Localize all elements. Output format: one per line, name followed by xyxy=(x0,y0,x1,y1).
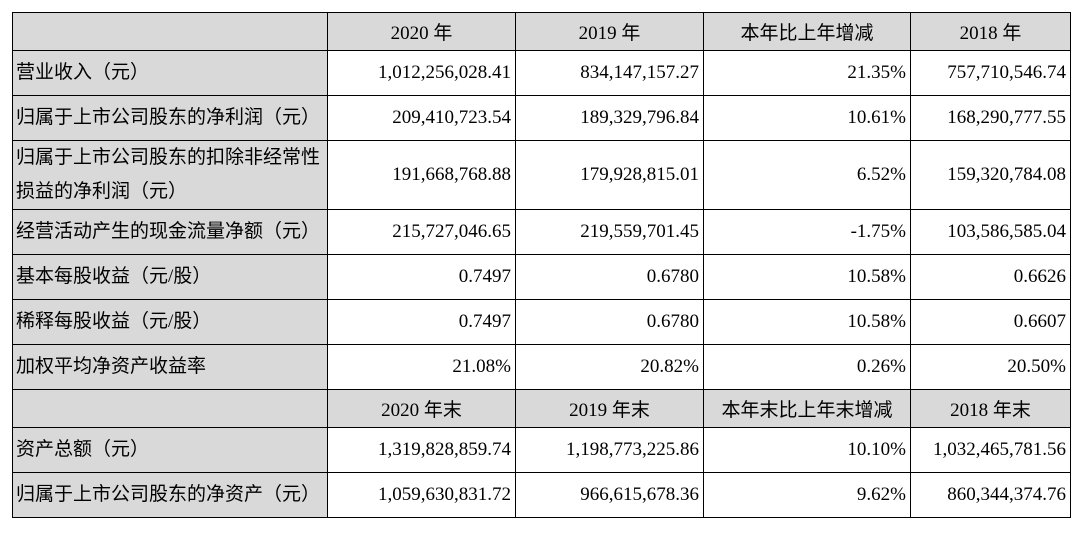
row-label: 加权平均净资产收益率 xyxy=(12,344,328,390)
data-row: 归属于上市公司股东的净利润（元） 209,410,723.54 189,329,79… xyxy=(12,95,1071,141)
value-cell: 1,012,256,028.41 xyxy=(327,50,516,96)
value-cell: 0.7497 xyxy=(327,254,516,300)
value-cell: 168,290,777.55 xyxy=(910,95,1071,141)
column-header: 2018 年末 xyxy=(910,389,1071,428)
value-cell: 191,668,768.88 xyxy=(327,140,516,210)
value-cell: 20.82% xyxy=(515,344,704,390)
value-cell: 1,059,630,831.72 xyxy=(327,472,516,518)
value-cell: 1,198,773,225.86 xyxy=(515,427,704,473)
value-cell: 966,615,678.36 xyxy=(515,472,704,518)
row-label: 归属于上市公司股东的净利润（元） xyxy=(12,95,328,141)
column-header: 2020 年 xyxy=(327,12,516,51)
value-cell: 215,727,046.65 xyxy=(327,209,516,255)
value-cell: 10.10% xyxy=(703,427,911,473)
column-header: 2020 年末 xyxy=(327,389,516,428)
value-cell: 10.58% xyxy=(703,254,911,300)
value-cell: 159,320,784.08 xyxy=(910,140,1071,210)
data-row: 归属于上市公司股东的净资产（元） 1,059,630,831.72 966,615,… xyxy=(12,472,1071,518)
corner-cell xyxy=(12,12,328,51)
column-header: 2019 年末 xyxy=(515,389,704,428)
row-label: 营业收入（元） xyxy=(12,50,328,96)
data-row: 加权平均净资产收益率 21.08% 20.82% 0.26% 20.50% xyxy=(12,344,1071,390)
value-cell: 179,928,815.01 xyxy=(515,140,704,210)
value-cell: 860,344,374.76 xyxy=(910,472,1071,518)
value-cell: 0.7497 xyxy=(327,299,516,345)
value-cell: 21.35% xyxy=(703,50,911,96)
value-cell: 219,559,701.45 xyxy=(515,209,704,255)
value-cell: 9.62% xyxy=(703,472,911,518)
column-header: 2019 年 xyxy=(515,12,704,51)
row-label: 资产总额（元） xyxy=(12,427,328,473)
data-row: 归属于上市公司股东的扣除非经常性损益的净利润（元） 191,668,768.88 1… xyxy=(12,140,1071,210)
value-cell: 0.6780 xyxy=(515,299,704,345)
value-cell: 1,032,465,781.56 xyxy=(910,427,1071,473)
value-cell: 0.6626 xyxy=(910,254,1071,300)
data-row: 资产总额（元） 1,319,828,859.74 1,198,773,225.86 1… xyxy=(12,427,1071,473)
data-row: 稀释每股收益（元/股） 0.7497 0.6780 10.58% 0.6607 xyxy=(12,299,1071,345)
data-row: 经营活动产生的现金流量净额（元） 215,727,046.65 219,559,70… xyxy=(12,209,1071,255)
value-cell: -1.75% xyxy=(703,209,911,255)
value-cell: 0.6780 xyxy=(515,254,704,300)
value-cell: 1,319,828,859.74 xyxy=(327,427,516,473)
value-cell: 10.61% xyxy=(703,95,911,141)
row-label: 稀释每股收益（元/股） xyxy=(12,299,328,345)
data-row: 基本每股收益（元/股） 0.7497 0.6780 10.58% 0.6626 xyxy=(12,254,1071,300)
column-header: 本年末比上年末增减 xyxy=(703,389,911,428)
table-body: 2020 年 2019 年本年比上年增减 2018 年营业收入（元） 1,012,25… xyxy=(12,12,1071,518)
financial-table: 2020 年 2019 年本年比上年增减 2018 年营业收入（元） 1,012,25… xyxy=(12,12,1071,518)
row-label: 基本每股收益（元/股） xyxy=(12,254,328,300)
row-label: 经营活动产生的现金流量净额（元） xyxy=(12,209,328,255)
value-cell: 21.08% xyxy=(327,344,516,390)
corner-cell xyxy=(12,389,328,428)
value-cell: 189,329,796.84 xyxy=(515,95,704,141)
value-cell: 20.50% xyxy=(910,344,1071,390)
value-cell: 0.26% xyxy=(703,344,911,390)
value-cell: 0.6607 xyxy=(910,299,1071,345)
row-label: 归属于上市公司股东的扣除非经常性损益的净利润（元） xyxy=(12,140,328,210)
column-header: 本年比上年增减 xyxy=(703,12,911,51)
row-label: 归属于上市公司股东的净资产（元） xyxy=(12,472,328,518)
value-cell: 10.58% xyxy=(703,299,911,345)
value-cell: 834,147,157.27 xyxy=(515,50,704,96)
header-row: 2020 年 2019 年本年比上年增减 2018 年 xyxy=(12,12,1071,51)
value-cell: 209,410,723.54 xyxy=(327,95,516,141)
value-cell: 103,586,585.04 xyxy=(910,209,1071,255)
data-row: 营业收入（元） 1,012,256,028.41 834,147,157.27 21.… xyxy=(12,50,1071,96)
value-cell: 6.52% xyxy=(703,140,911,210)
column-header: 2018 年 xyxy=(910,12,1071,51)
value-cell: 757,710,546.74 xyxy=(910,50,1071,96)
header-row: 2020 年末 2019 年末 本年末比上年末增减 2018 年末 xyxy=(12,389,1071,428)
